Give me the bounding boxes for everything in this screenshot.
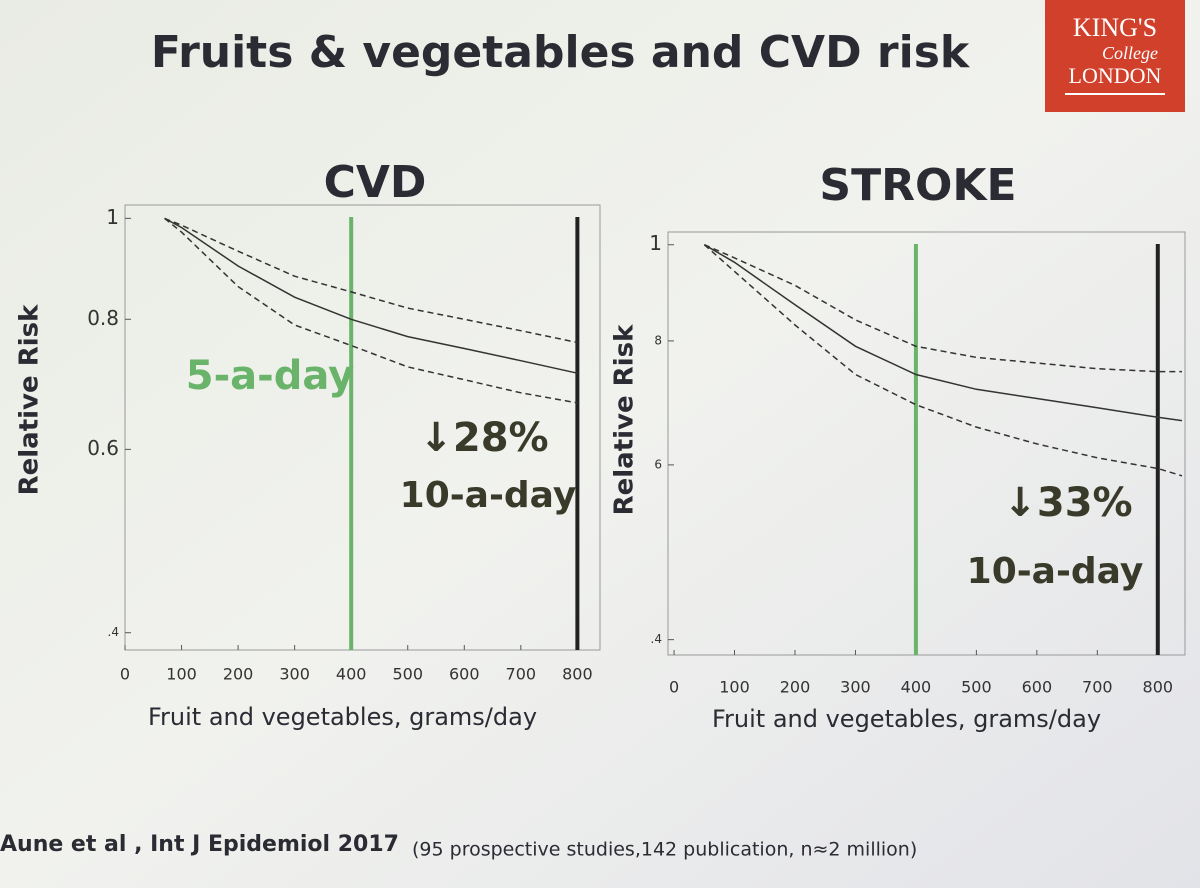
line-series xyxy=(164,217,578,404)
logo-text: LONDON xyxy=(1069,63,1162,88)
logo-text: KING'S xyxy=(1073,13,1157,42)
x-axis-label: Fruit and vegetables, grams/day xyxy=(712,705,1101,733)
x-tick-label: 300 xyxy=(279,665,310,684)
x-tick-label: 0 xyxy=(120,665,130,684)
y-tick-label: 1 xyxy=(649,231,662,255)
chart-title: STROKE xyxy=(819,160,1016,211)
x-tick-label: 200 xyxy=(780,678,811,697)
line-series xyxy=(703,244,1182,373)
line-series xyxy=(703,244,1183,477)
x-tick-label: 0 xyxy=(669,678,679,697)
line-series xyxy=(164,217,578,344)
x-tick-label: 500 xyxy=(961,678,992,697)
annotation: 10-a-day xyxy=(967,551,1144,592)
y-tick-label: 8 xyxy=(654,333,662,347)
x-axis-label: Fruit and vegetables, grams/day xyxy=(148,703,537,731)
y-tick-label: 0.6 xyxy=(87,436,119,460)
y-tick-label: .4 xyxy=(651,632,662,646)
y-tick-label: 6 xyxy=(654,457,662,471)
x-tick-label: 300 xyxy=(840,678,871,697)
y-tick-label: 0.8 xyxy=(87,306,119,330)
x-tick-label: 700 xyxy=(1082,678,1113,697)
y-axis-label: Relative Risk xyxy=(15,304,45,495)
x-tick-label: 800 xyxy=(1143,678,1174,697)
x-tick-label: 400 xyxy=(336,665,367,684)
x-tick-label: 600 xyxy=(449,665,480,684)
y-axis-label: Relative Risk xyxy=(610,324,640,515)
x-tick-label: 100 xyxy=(719,678,750,697)
logo-text: College xyxy=(1102,43,1158,63)
x-tick-label: 700 xyxy=(506,665,537,684)
line-series xyxy=(703,244,1183,422)
plot-area xyxy=(124,204,601,651)
citation: Aune et al , Int J Epidemiol 2017 xyxy=(0,832,399,857)
annotation: ↓28% xyxy=(419,415,548,461)
x-tick-label: 600 xyxy=(1022,678,1053,697)
plot-area xyxy=(667,231,1186,656)
annotation: 5-a-day xyxy=(186,353,355,399)
y-tick-label: .4 xyxy=(108,625,119,639)
chart-title: CVD xyxy=(324,157,427,208)
slide-title: Fruits & vegetables and CVD risk xyxy=(151,27,971,78)
x-tick-label: 200 xyxy=(223,665,254,684)
x-tick-label: 100 xyxy=(166,665,197,684)
annotation: ↓33% xyxy=(1003,480,1132,526)
x-tick-label: 400 xyxy=(901,678,932,697)
y-tick-label: 1 xyxy=(106,205,119,229)
citation-note: (95 prospective studies,142 publication,… xyxy=(412,839,917,861)
x-tick-label: 500 xyxy=(392,665,423,684)
annotation: 10-a-day xyxy=(400,475,577,516)
line-series xyxy=(164,217,578,374)
x-tick-label: 800 xyxy=(562,665,593,684)
